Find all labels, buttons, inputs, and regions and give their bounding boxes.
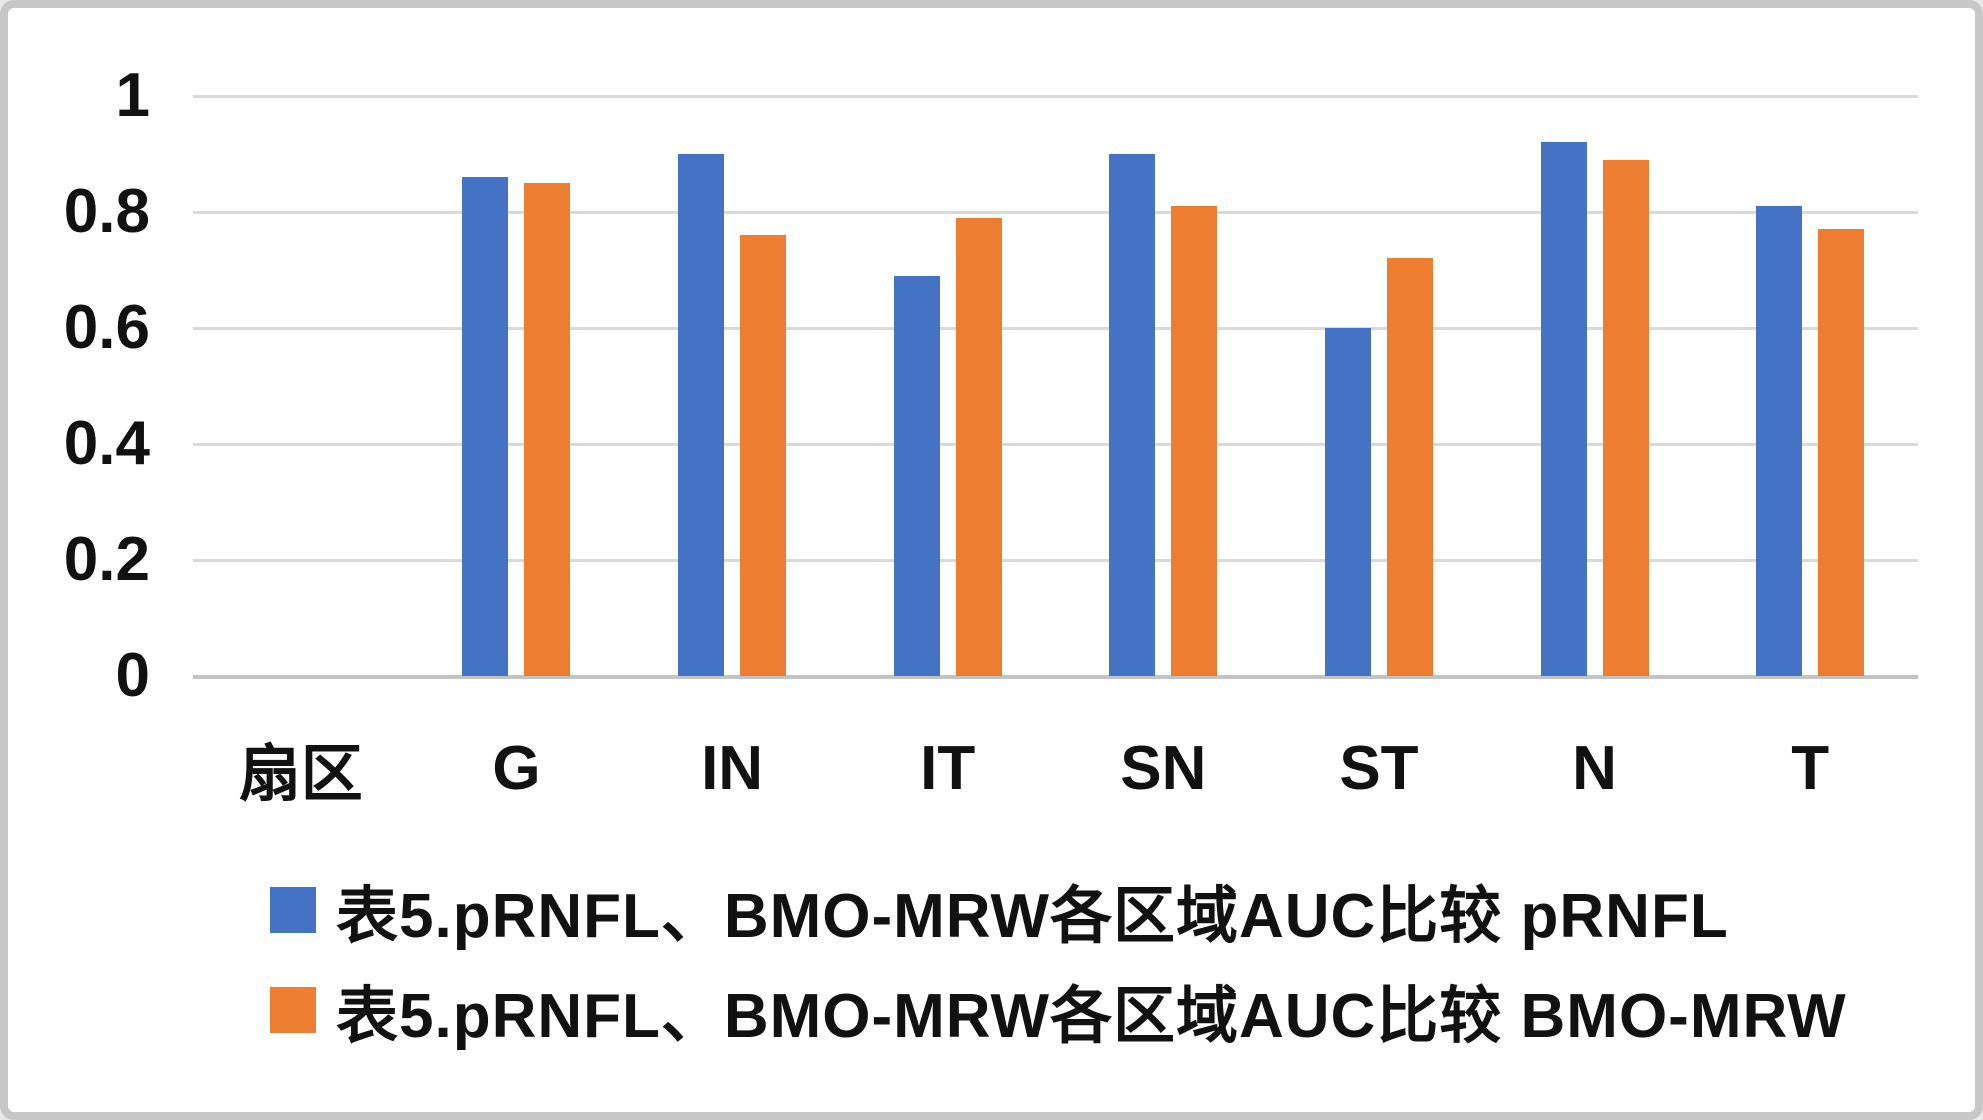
bar-IN-pRNFL [678, 154, 725, 676]
legend-row-pRNFL: 表5.pRNFL、BMO-MRW各区域AUC比较 pRNFL [270, 876, 1847, 951]
bar-IT-BMO-MRW [955, 217, 1002, 676]
legend-label-BMO-MRW: 表5.pRNFL、BMO-MRW各区域AUC比较 BMO-MRW [336, 982, 1847, 1051]
x-axis-label-IN: IN [701, 733, 764, 803]
bar-N-pRNFL [1540, 142, 1587, 676]
baseline [193, 675, 1918, 679]
legend-swatch-pRNFL [270, 887, 316, 933]
bar-group-N [1487, 96, 1703, 676]
bar-group-IT [840, 96, 1056, 676]
bar-group-T [1702, 96, 1918, 676]
x-axis-label-T: T [1791, 733, 1830, 803]
plot-area [193, 95, 1918, 679]
gridline [193, 327, 1918, 330]
gridline [193, 443, 1918, 446]
bar-T-BMO-MRW [1818, 229, 1865, 676]
y-tick-label: 0.4 [63, 409, 150, 478]
legend-swatch-BMO-MRW [270, 987, 316, 1033]
gridline [193, 211, 1918, 214]
gridline [193, 95, 1918, 98]
x-axis-label-SN: SN [1120, 733, 1207, 803]
x-axis-label-扇区: 扇区 [238, 740, 363, 809]
bar-N-BMO-MRW [1602, 159, 1649, 676]
bar-IN-BMO-MRW [740, 235, 787, 676]
bar-group-SN [1056, 96, 1272, 676]
x-axis-label-ST: ST [1339, 733, 1419, 803]
bar-G-BMO-MRW [524, 183, 571, 676]
bar-ST-pRNFL [1324, 328, 1371, 676]
bar-group-扇区 [193, 96, 409, 676]
bar-group-ST [1271, 96, 1487, 676]
y-tick-label: 0.6 [63, 293, 150, 362]
x-axis-label-N: N [1572, 733, 1617, 803]
bar-T-pRNFL [1756, 206, 1803, 676]
x-axis-label-IT: IT [920, 733, 976, 803]
bar-IT-pRNFL [893, 275, 940, 676]
y-axis: 0 0.2 0.4 0.6 0.8 1 [8, 61, 158, 710]
legend-row-BMO-MRW: 表5.pRNFL、BMO-MRW各区域AUC比较 BMO-MRW [270, 976, 1847, 1051]
y-tick-label: 1 [115, 61, 150, 130]
bar-SN-pRNFL [1109, 154, 1156, 676]
x-axis-label-G: G [492, 733, 541, 803]
x-axis: 扇区 G IN IT SN ST N T [193, 720, 1918, 816]
gridline [193, 559, 1918, 562]
y-tick-label: 0.8 [63, 177, 150, 246]
bar-group-G [409, 96, 625, 676]
y-tick-label: 0.2 [63, 525, 150, 594]
bar-group-IN [624, 96, 840, 676]
y-tick-label: 0 [115, 641, 150, 710]
bar-ST-BMO-MRW [1386, 258, 1433, 676]
bar-SN-BMO-MRW [1171, 206, 1218, 676]
legend-label-pRNFL: 表5.pRNFL、BMO-MRW各区域AUC比较 pRNFL [336, 882, 1729, 951]
legend: 表5.pRNFL、BMO-MRW各区域AUC比较 pRNFL 表5.pRNFL、… [270, 876, 1847, 1051]
bar-G-pRNFL [462, 177, 509, 676]
